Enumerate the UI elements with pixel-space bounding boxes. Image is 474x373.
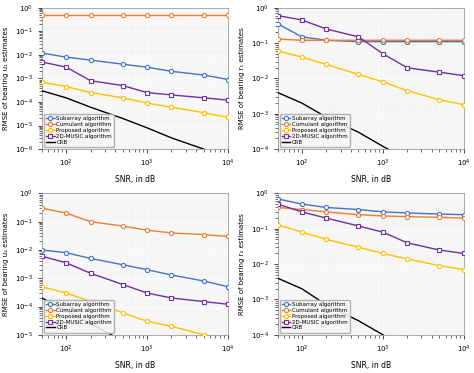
Y-axis label: RMSE of bearing u₁ estimates: RMSE of bearing u₁ estimates	[3, 27, 9, 130]
Legend: Subarray algorithm, Cumulant algorithm, Proposed algorithm, 2D-MUSIC algorithm, : Subarray algorithm, Cumulant algorithm, …	[44, 114, 114, 147]
Y-axis label: RMSE of bearing r₂ estimates: RMSE of bearing r₂ estimates	[239, 213, 245, 315]
X-axis label: SNR, in dB: SNR, in dB	[351, 175, 391, 184]
Legend: Subarray algorithm, Cumulant algorithm, Proposed algorithm, 2D-MUSIC algorithm, : Subarray algorithm, Cumulant algorithm, …	[280, 114, 350, 147]
X-axis label: SNR, in dB: SNR, in dB	[351, 361, 391, 370]
Y-axis label: RMSE of bearing r₁ estimates: RMSE of bearing r₁ estimates	[239, 28, 245, 129]
X-axis label: SNR, in dB: SNR, in dB	[115, 175, 155, 184]
X-axis label: SNR, in dB: SNR, in dB	[115, 361, 155, 370]
Legend: Subarray algorithm, Cumulant algorithm, Proposed algorithm, 2D-MUSIC algorithm, : Subarray algorithm, Cumulant algorithm, …	[44, 300, 114, 333]
Legend: Subarray algorithm, Cumulant algorithm, Proposed algorithm, 2D-MUSIC algorithm, : Subarray algorithm, Cumulant algorithm, …	[280, 300, 350, 333]
Y-axis label: RMSE of bearing u₂ estimates: RMSE of bearing u₂ estimates	[3, 212, 9, 316]
